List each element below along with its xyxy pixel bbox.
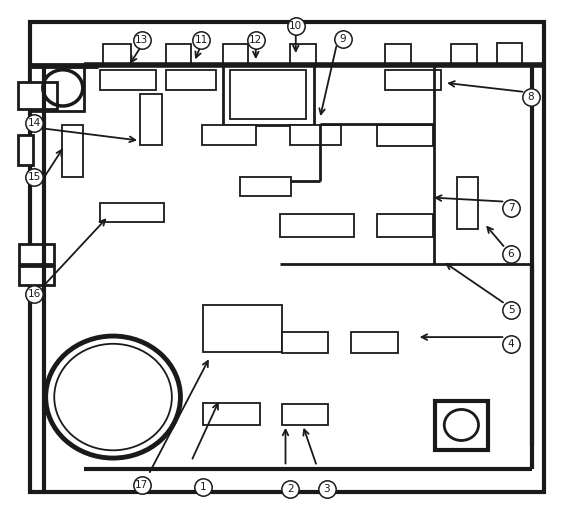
Bar bbox=[19, 244, 54, 264]
Bar bbox=[166, 44, 191, 65]
Text: 13: 13 bbox=[135, 35, 148, 45]
Bar bbox=[30, 64, 84, 111]
Bar bbox=[240, 177, 291, 196]
Bar bbox=[290, 44, 316, 65]
Text: 5: 5 bbox=[508, 305, 514, 315]
Bar bbox=[497, 43, 522, 65]
Text: 3: 3 bbox=[323, 483, 330, 494]
Bar bbox=[282, 404, 328, 425]
Bar bbox=[203, 403, 260, 425]
Text: 10: 10 bbox=[289, 21, 302, 31]
Text: 2: 2 bbox=[287, 483, 293, 494]
Bar bbox=[377, 214, 433, 237]
Bar bbox=[166, 70, 216, 90]
Bar bbox=[103, 44, 131, 65]
Bar bbox=[351, 332, 398, 353]
Bar bbox=[62, 125, 83, 177]
Bar bbox=[385, 44, 411, 65]
Bar bbox=[140, 94, 162, 145]
Bar bbox=[435, 401, 488, 450]
Bar bbox=[100, 70, 156, 90]
Text: 1: 1 bbox=[199, 482, 206, 492]
Text: 6: 6 bbox=[508, 249, 514, 260]
Bar bbox=[223, 44, 248, 65]
Bar bbox=[202, 125, 256, 145]
Bar bbox=[457, 177, 478, 229]
Text: 11: 11 bbox=[194, 35, 208, 45]
Bar bbox=[18, 82, 57, 109]
Text: 12: 12 bbox=[249, 35, 263, 45]
Bar bbox=[18, 135, 33, 165]
Text: 8: 8 bbox=[528, 92, 534, 102]
Bar bbox=[203, 305, 282, 352]
Text: 14: 14 bbox=[27, 118, 41, 128]
Bar bbox=[377, 125, 433, 146]
Text: 15: 15 bbox=[27, 172, 41, 182]
Text: 7: 7 bbox=[508, 203, 514, 213]
Bar bbox=[385, 70, 441, 90]
Bar bbox=[100, 203, 164, 222]
Bar bbox=[290, 125, 341, 145]
Bar bbox=[230, 70, 306, 119]
Bar bbox=[280, 214, 354, 237]
Bar bbox=[282, 332, 328, 353]
Text: 16: 16 bbox=[27, 288, 41, 299]
Bar bbox=[223, 64, 314, 125]
Text: 4: 4 bbox=[508, 339, 514, 349]
Text: 9: 9 bbox=[339, 34, 346, 44]
Bar bbox=[19, 266, 54, 285]
Text: 17: 17 bbox=[135, 480, 148, 490]
Bar bbox=[451, 44, 477, 65]
